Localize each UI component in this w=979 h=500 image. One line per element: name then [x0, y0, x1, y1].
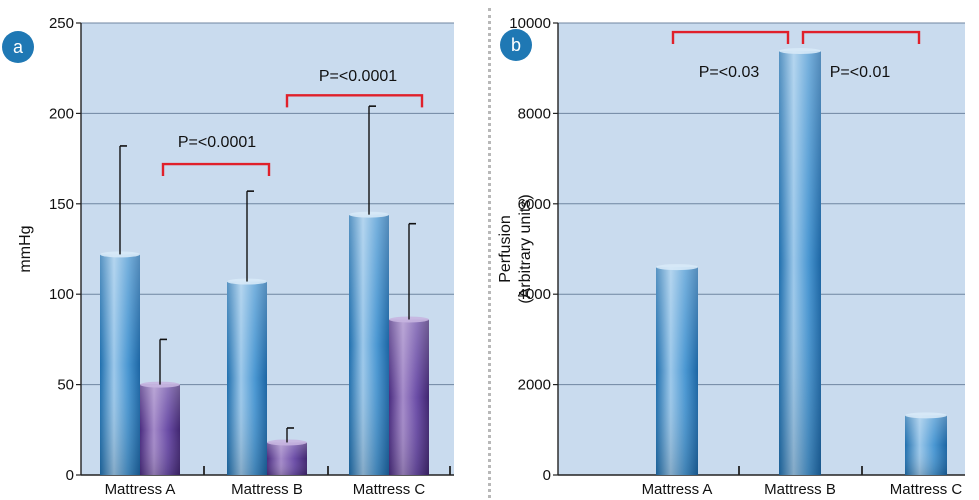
- panel-badge: [500, 29, 532, 61]
- p-value-label: P=<0.0001: [319, 68, 397, 85]
- category-label: Mattress B: [231, 481, 303, 498]
- y-axis-label: (Arbitrary units): [517, 194, 534, 303]
- category-label: Mattress A: [642, 481, 713, 498]
- y-tick-label: 200: [49, 105, 74, 122]
- bar-top: [779, 48, 821, 55]
- bar-shade: [656, 267, 698, 475]
- bar-shade: [267, 442, 307, 475]
- panel-badge-letter: b: [511, 35, 521, 55]
- bar-shade: [905, 415, 947, 475]
- category-label: Mattress B: [764, 481, 836, 498]
- panel-a-chart: 0 50 100 150 200 250 Mattress A Mattress B Mattr…: [2, 15, 454, 498]
- y-tick-label: 0: [543, 467, 551, 484]
- bar-shade: [140, 384, 180, 475]
- bar-shade: [349, 214, 389, 475]
- bar-shade: [779, 51, 821, 476]
- bar-top: [905, 412, 947, 419]
- panel-badge-letter: a: [13, 37, 24, 57]
- panel-divider: [488, 8, 491, 498]
- y-tick-label: 50: [57, 377, 74, 394]
- panel-b-chart: 0 2000 4000 6000 8000 10000 Mattress A Mattress…: [497, 15, 965, 498]
- y-tick-label: 250: [49, 15, 74, 32]
- bar-top: [656, 264, 698, 271]
- significance-bracket: [285, 94, 424, 108]
- category-label: Mattress A: [105, 481, 176, 498]
- bar-top: [100, 251, 140, 258]
- y-axis-label: mmHg: [17, 225, 34, 272]
- y-tick-label: 8000: [518, 105, 551, 122]
- bar-shade: [389, 319, 429, 475]
- y-tick-label: 10000: [509, 15, 551, 32]
- p-value-label: P=<0.01: [830, 64, 891, 81]
- y-tick-label: 6000: [518, 196, 551, 213]
- significance-bracket: [801, 30, 921, 45]
- plot-area: [558, 23, 965, 475]
- panel-badge: [2, 31, 34, 63]
- bar-shade: [227, 281, 267, 475]
- y-tick-label: 2000: [518, 377, 551, 394]
- y-tick-label: 150: [49, 196, 74, 213]
- y-tick-label: 4000: [518, 286, 551, 303]
- category-label: Mattress C: [890, 481, 963, 498]
- p-value-label: P=<0.0001: [178, 134, 256, 151]
- y-axis-label: Perfusion: [497, 215, 514, 283]
- significance-bracket: [671, 30, 790, 45]
- significance-bracket: [161, 162, 271, 177]
- bar-shade: [100, 254, 140, 475]
- y-tick-label: 0: [66, 467, 74, 484]
- y-tick-label: 100: [49, 286, 74, 303]
- p-value-label: P=<0.03: [699, 64, 760, 81]
- category-label: Mattress C: [353, 481, 426, 498]
